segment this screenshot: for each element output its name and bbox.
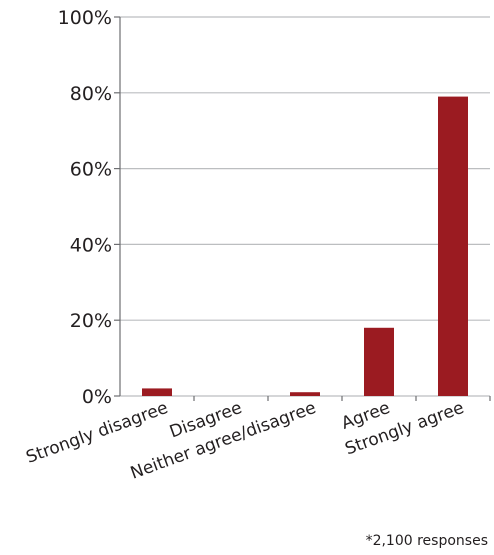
axes bbox=[114, 16, 491, 401]
bar bbox=[290, 392, 320, 396]
y-tick-label: 100% bbox=[58, 7, 112, 29]
gridlines bbox=[120, 16, 490, 397]
y-tick-labels: 0% 20% 40% 60% 80% 100% bbox=[58, 7, 112, 408]
footnote: *2,100 responses bbox=[365, 533, 488, 549]
bar bbox=[142, 388, 172, 396]
y-tick-label: 80% bbox=[70, 83, 112, 105]
y-tick-label: 40% bbox=[70, 234, 112, 256]
y-tick-label: 0% bbox=[82, 386, 112, 408]
y-tick-label: 60% bbox=[70, 159, 112, 181]
bar bbox=[438, 96, 468, 396]
bars bbox=[142, 96, 468, 396]
bar bbox=[364, 327, 394, 396]
y-tick-label: 20% bbox=[70, 310, 112, 332]
